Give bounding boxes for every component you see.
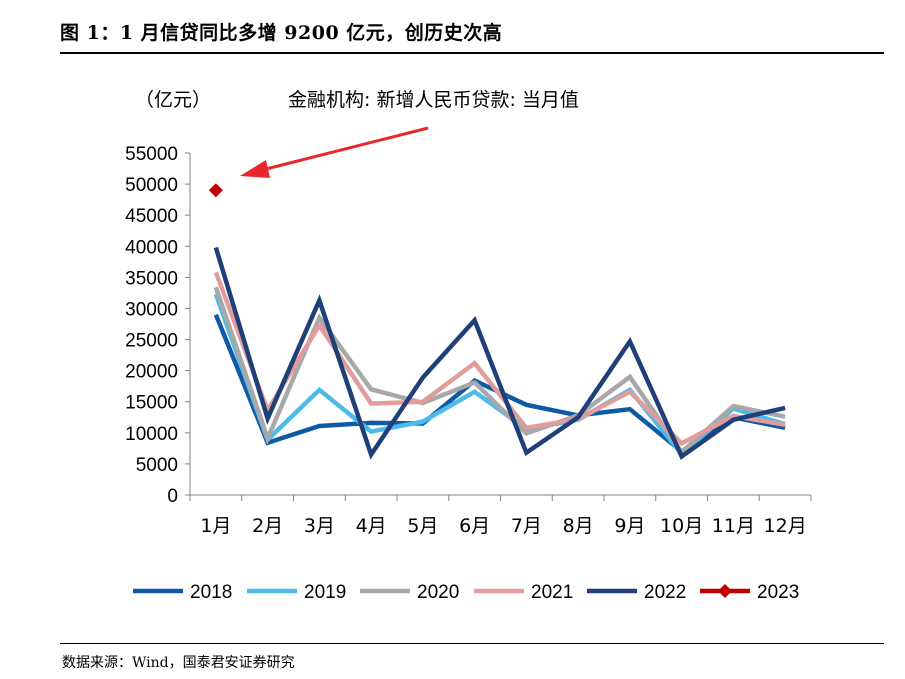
chart-title: 金融机构: 新增人民币贷款: 当月值 — [288, 89, 579, 111]
y-tick-label: 20000 — [125, 362, 178, 383]
x-tick-label: 5月 — [407, 515, 438, 537]
y-tick-label: 0 — [167, 486, 178, 507]
x-tick-label: 10月 — [660, 515, 703, 537]
x-tick-label: 11月 — [712, 515, 755, 537]
annotation-arrow-shaft — [261, 126, 429, 172]
legend-label-2020: 2020 — [417, 582, 459, 603]
y-tick-label: 55000 — [125, 144, 178, 165]
y-tick-label: 45000 — [125, 206, 178, 227]
series-2021-line — [213, 271, 786, 447]
series-2023-point — [208, 183, 223, 198]
y-tick-label: 30000 — [125, 299, 178, 320]
y-tick-label: 10000 — [125, 424, 178, 445]
x-tick-label: 2月 — [252, 515, 283, 537]
chart-annotations — [240, 126, 429, 178]
annotation-arrow-head — [240, 160, 270, 178]
y-axis-unit-label: （亿元） — [135, 89, 212, 111]
x-tick-label: 8月 — [563, 515, 594, 537]
data-source-note: 数据来源：Wind，国泰君安证券研究 — [62, 655, 295, 671]
y-tick-label: 35000 — [125, 268, 178, 289]
legend-label-2021: 2021 — [531, 582, 573, 603]
legend-marker-2023 — [718, 584, 732, 598]
figure-title: 图 1：1 月信贷同比多增 9200 亿元，创历史次高 — [60, 22, 503, 44]
y-tick-label: 5000 — [136, 455, 178, 476]
x-tick-label: 4月 — [356, 515, 387, 537]
legend-label-2019: 2019 — [304, 582, 346, 603]
x-tick-label: 1月 — [200, 515, 231, 537]
chart-axes: 0 5000 10000 15000 20000 25000 30000 35000 40000… — [125, 144, 812, 537]
series-lines — [208, 183, 786, 460]
chart-legend: 2018 2019 2020 2021 2022 2023 — [133, 582, 799, 603]
legend-label-2022: 2022 — [644, 582, 686, 603]
x-tick-label: 7月 — [511, 515, 542, 537]
y-tick-label: 25000 — [125, 331, 178, 352]
legend-label-2023: 2023 — [757, 582, 799, 603]
y-tick-label: 40000 — [125, 237, 178, 258]
title-rule — [60, 52, 884, 54]
x-tick-label: 6月 — [459, 515, 490, 537]
series-2020-line — [213, 286, 786, 456]
source-rule — [60, 643, 884, 644]
x-tick-label: 12月 — [764, 515, 807, 537]
series-2022-line — [213, 246, 786, 460]
legend-label-2018: 2018 — [190, 582, 232, 603]
x-tick-label: 3月 — [304, 515, 335, 537]
y-tick-label: 15000 — [125, 393, 178, 414]
x-tick-label: 9月 — [614, 515, 645, 537]
y-tick-label: 50000 — [125, 175, 178, 196]
